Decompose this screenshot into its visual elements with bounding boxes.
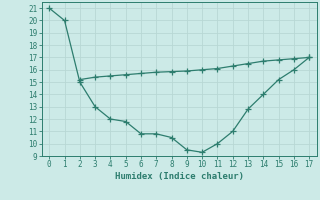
X-axis label: Humidex (Indice chaleur): Humidex (Indice chaleur) [115, 172, 244, 181]
